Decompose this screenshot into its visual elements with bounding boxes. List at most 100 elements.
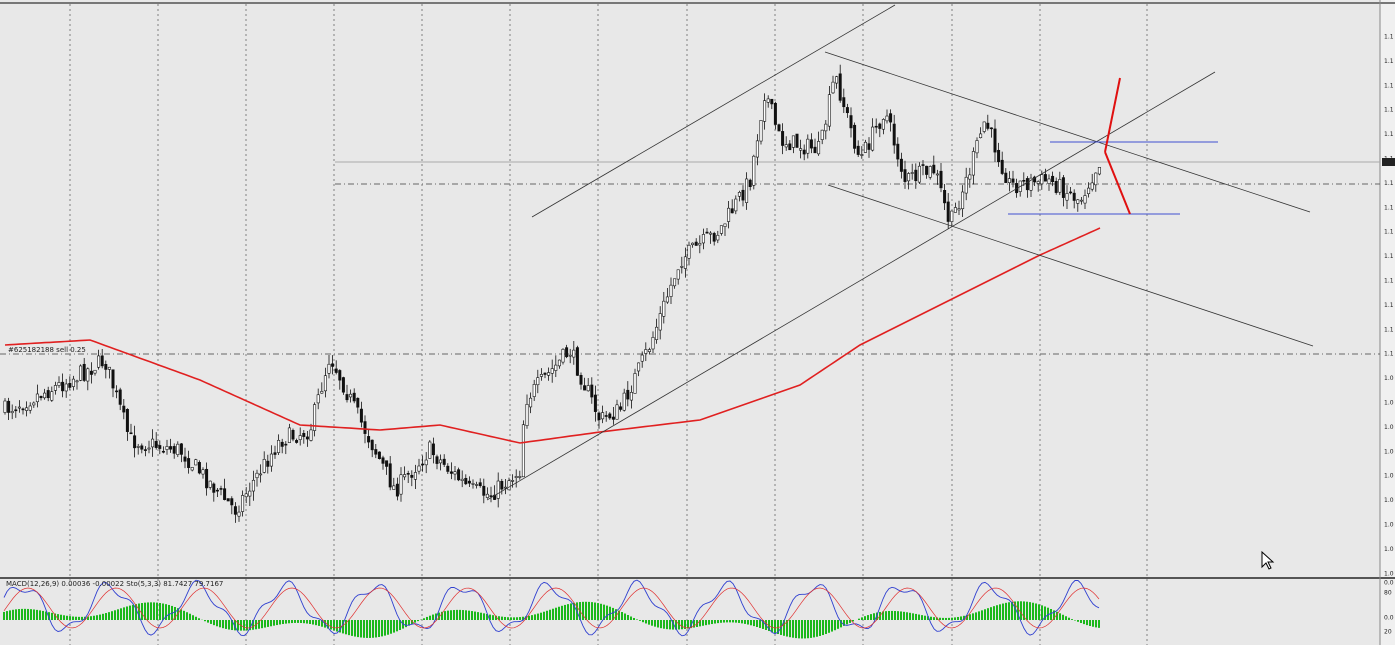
candle-body: [662, 300, 666, 317]
candle-body: [629, 392, 633, 401]
price-label: 1.1: [1384, 82, 1394, 89]
candle-body: [111, 369, 115, 389]
candle-body: [183, 456, 187, 462]
candle-body: [557, 359, 561, 367]
candle-body: [514, 476, 518, 478]
candle-body: [1097, 167, 1101, 175]
candle-body: [125, 408, 129, 432]
candle-body: [201, 469, 205, 475]
candle-body: [309, 429, 313, 441]
candle-body: [932, 164, 936, 174]
candle-body: [874, 125, 878, 128]
candle-body: [730, 208, 734, 214]
candle-body: [194, 459, 198, 466]
candle-body: [957, 208, 961, 211]
candle-body: [489, 495, 493, 497]
candle-body: [367, 436, 371, 443]
candle-body: [536, 377, 540, 386]
candle-body: [345, 394, 349, 401]
candle-body: [802, 149, 806, 155]
candle-body: [701, 234, 705, 244]
candle-body: [683, 256, 687, 269]
candle-body: [61, 381, 65, 392]
candle-body: [507, 480, 511, 491]
candle-body: [417, 465, 421, 472]
candle-body: [79, 365, 83, 381]
candle-body: [997, 149, 1001, 163]
candle-body: [169, 446, 173, 450]
candle-body: [871, 126, 875, 151]
candle-body: [1004, 172, 1008, 183]
candle-body: [745, 178, 749, 203]
candle-body: [622, 392, 626, 411]
candle-body: [982, 121, 986, 132]
candle-body: [68, 383, 72, 388]
price-label: 1.1: [1384, 34, 1394, 41]
candle-body: [968, 174, 972, 180]
candle-body: [1025, 178, 1029, 191]
candle-body: [766, 98, 770, 103]
candle-body: [770, 98, 774, 105]
candle-body: [712, 233, 716, 242]
candle-body: [410, 474, 414, 478]
candle-body: [755, 140, 759, 158]
candle-body: [655, 326, 659, 340]
candles: [3, 64, 1101, 523]
candle-body: [35, 393, 39, 403]
candle-body: [831, 81, 835, 94]
candle-body: [370, 439, 374, 451]
candle-body: [453, 471, 457, 475]
price-label: 1.0: [1384, 424, 1394, 431]
candle-body: [223, 488, 227, 500]
candle-body: [1054, 181, 1058, 193]
candle-body: [305, 436, 309, 440]
candle-body: [579, 374, 583, 385]
candle-body: [878, 123, 882, 129]
candle-body: [460, 478, 464, 481]
candle-body: [500, 481, 504, 490]
candle-body: [1051, 175, 1055, 183]
candle-body: [608, 413, 612, 419]
candle-body: [413, 472, 417, 480]
candle-body: [824, 123, 828, 132]
candle-body: [449, 471, 453, 474]
price-label: 1.0: [1384, 570, 1394, 577]
candle-body: [640, 354, 644, 362]
candle-body: [147, 447, 151, 450]
moving-average: [4, 227, 1101, 444]
candle-body: [1079, 199, 1083, 202]
candle-body: [953, 207, 957, 213]
price-label: 1.1: [1384, 351, 1394, 358]
candle-body: [374, 449, 378, 455]
candle-body: [889, 113, 893, 123]
candle-body: [561, 348, 565, 363]
stoch-signal: [3, 587, 1100, 629]
candle-body: [946, 201, 950, 222]
candle-body: [791, 135, 795, 148]
candle-body: [543, 372, 547, 375]
candle-body: [320, 391, 324, 394]
price-label: 1.1: [1384, 278, 1394, 285]
candle-body: [100, 355, 104, 367]
price-label: 1.1: [1384, 58, 1394, 65]
candle-body: [615, 404, 619, 420]
candle-body: [619, 406, 623, 410]
candle-body: [161, 450, 165, 453]
candle-body: [316, 394, 320, 404]
price-label: 1.0: [1384, 400, 1394, 407]
candle-body: [338, 370, 342, 381]
candle-body: [961, 191, 965, 210]
candle-body: [529, 397, 533, 408]
price-label: 1.0: [1384, 375, 1394, 382]
candle-body: [565, 347, 569, 358]
candle-body: [1011, 178, 1015, 183]
candle-body: [863, 141, 867, 153]
candle-body: [269, 453, 273, 467]
candle-body: [550, 368, 554, 374]
candle-body: [7, 400, 11, 413]
candle-body: [280, 441, 284, 447]
candle-body: [136, 446, 140, 448]
candle-body: [457, 469, 461, 481]
candle-body: [266, 460, 270, 467]
candle-body: [853, 124, 857, 149]
